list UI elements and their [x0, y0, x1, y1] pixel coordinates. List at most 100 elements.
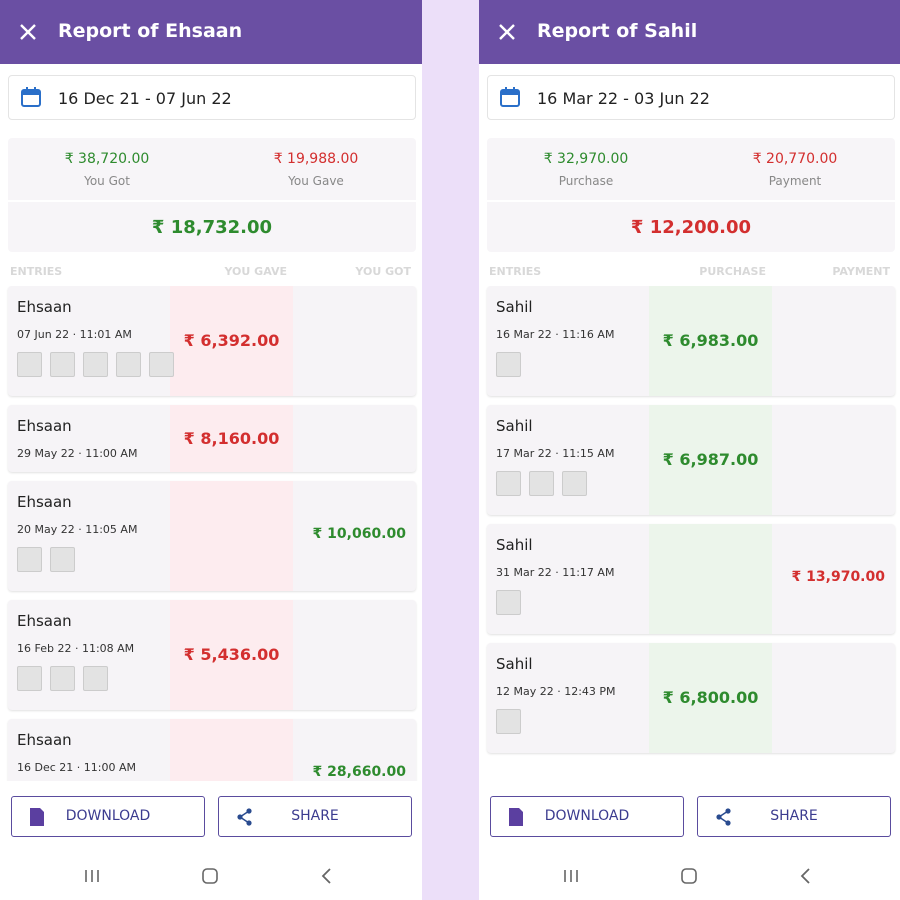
date-range-box[interactable]: 16 Mar 22 - 03 Jun 22 [487, 75, 895, 120]
attachment-thumbnail[interactable] [149, 352, 174, 377]
entry-datetime: 12 May 22 · 12:43 PM [496, 685, 616, 698]
column-header: YOU GOT [355, 265, 411, 278]
attachment-thumbnail[interactable] [50, 352, 75, 377]
attachment-thumbnail[interactable] [496, 709, 521, 734]
nav-bar [0, 850, 422, 900]
entry-card[interactable]: Sahil 17 Mar 22 · 11:15 AM ₹ 6,987.00 [487, 405, 895, 515]
button-download[interactable]: DOWNLOAD [11, 796, 205, 837]
attachment-thumbnail[interactable] [496, 352, 521, 377]
entry-card[interactable]: Ehsaan 29 May 22 · 11:00 AM ₹ 8,160.00 [8, 405, 416, 472]
attachment-thumbnail[interactable] [17, 352, 42, 377]
entry-card[interactable]: Sahil 16 Mar 22 · 11:16 AM ₹ 6,983.00 [487, 286, 895, 396]
date-range: 16 Mar 22 - 03 Jun 22 [537, 89, 710, 108]
calendar-icon [500, 87, 520, 107]
entry-amount: ₹ 8,160.00 [183, 428, 280, 448]
entry-name: Ehsaan [17, 493, 72, 511]
attachment-thumbnail[interactable] [50, 547, 75, 572]
header: Report of Sahil [479, 0, 900, 64]
entry-list: Ehsaan 07 Jun 22 · 11:01 AM ₹ 6,392.00 Ehsa… [0, 286, 422, 781]
entry-name: Sahil [496, 655, 533, 673]
nav-home[interactable] [201, 867, 219, 885]
right-label: Payment [768, 174, 822, 188]
column-shade [649, 524, 772, 634]
column-shade [649, 405, 772, 515]
entry-datetime: 16 Feb 22 · 11:08 AM [17, 642, 135, 655]
attachment-thumbnail[interactable] [496, 590, 521, 615]
nav-back[interactable] [320, 867, 334, 885]
attachment-thumbnail[interactable] [562, 471, 587, 496]
column-header: YOU GAVE [224, 265, 287, 278]
nav-back[interactable] [799, 867, 813, 885]
attachment-thumbnail[interactable] [496, 471, 521, 496]
title: Report of Sahil [537, 20, 698, 42]
nav-home[interactable] [680, 867, 698, 885]
entry-datetime: 17 Mar 22 · 11:15 AM [496, 447, 615, 460]
close-button[interactable] [18, 22, 38, 42]
attachment-thumbnail[interactable] [116, 352, 141, 377]
entry-card[interactable]: Ehsaan 16 Feb 22 · 11:08 AM ₹ 5,436.00 [8, 600, 416, 710]
right-amount: ₹ 19,988.00 [273, 151, 359, 167]
entry-amount: ₹ 6,983.00 [662, 331, 759, 350]
attachment-thumbnail[interactable] [17, 547, 42, 572]
entry-name: Sahil [496, 417, 533, 435]
attachment-thumbnail[interactable] [83, 666, 108, 691]
date-range-box[interactable]: 16 Dec 21 - 07 Jun 22 [8, 75, 416, 120]
button-icon [237, 808, 253, 826]
entry-datetime: 20 May 22 · 11:05 AM [17, 523, 138, 536]
right-label: You Gave [288, 174, 344, 188]
entry-name: Ehsaan [17, 612, 72, 630]
net-balance: ₹ 12,200.00 [630, 217, 752, 238]
entry-card[interactable]: Sahil 12 May 22 · 12:43 PM ₹ 6,800.00 [487, 643, 895, 753]
attachment-thumbnail[interactable] [17, 666, 42, 691]
button-download[interactable]: DOWNLOAD [490, 796, 684, 837]
column-shade [170, 286, 293, 396]
entry-name: Sahil [496, 536, 533, 554]
button-icon [509, 808, 525, 826]
entry-amount: ₹ 6,800.00 [662, 688, 759, 707]
entry-datetime: 07 Jun 22 · 11:01 AM [17, 328, 132, 341]
attachment-thumbnail[interactable] [83, 352, 108, 377]
button-share[interactable]: SHARE [218, 796, 412, 837]
column-shade [170, 405, 293, 472]
column-header: ENTRIES [489, 265, 542, 278]
entry-card[interactable]: Ehsaan 16 Dec 21 · 11:00 AM ₹ 28,660.00 [8, 719, 416, 781]
entry-card[interactable]: Sahil 31 Mar 22 · 11:17 AM ₹ 13,970.00 [487, 524, 895, 634]
entry-name: Ehsaan [17, 417, 72, 435]
calendar-icon [21, 87, 41, 107]
divider [8, 200, 416, 202]
button-label: SHARE [770, 808, 818, 824]
entry-amount: ₹ 5,436.00 [183, 645, 280, 664]
column-shade [649, 286, 772, 396]
column-shade [170, 600, 293, 710]
left-amount: ₹ 32,970.00 [543, 151, 629, 167]
entry-name: Ehsaan [17, 731, 72, 749]
column-header: ENTRIES [10, 265, 63, 278]
entry-card[interactable]: Ehsaan 20 May 22 · 11:05 AM ₹ 10,060.00 [8, 481, 416, 591]
left-label: Purchase [558, 174, 614, 188]
nav-recents[interactable] [83, 868, 101, 884]
button-label: DOWNLOAD [544, 808, 630, 824]
entry-name: Sahil [496, 298, 533, 316]
attachment-thumbnail[interactable] [50, 666, 75, 691]
summary-box: ₹ 32,970.00 Purchase ₹ 20,770.00 Payment ₹ 1… [487, 138, 895, 252]
close-button[interactable] [497, 22, 517, 42]
column-shade [170, 719, 293, 781]
button-share[interactable]: SHARE [697, 796, 891, 837]
button-icon [716, 808, 732, 826]
phone-screen: Report of Ehsaan 16 Dec 21 - 07 Jun 22 ₹ 3… [0, 0, 422, 900]
summary-box: ₹ 38,720.00 You Got ₹ 19,988.00 You Gave ₹ 1… [8, 138, 416, 252]
left-amount: ₹ 38,720.00 [64, 151, 150, 167]
attachment-thumbnail[interactable] [529, 471, 554, 496]
entry-card[interactable]: Ehsaan 07 Jun 22 · 11:01 AM ₹ 6,392.00 [8, 286, 416, 396]
column-header: PURCHASE [699, 265, 766, 278]
nav-recents[interactable] [562, 868, 580, 884]
button-label: SHARE [291, 808, 339, 824]
entry-amount: ₹ 13,970.00 [791, 569, 885, 585]
divider [487, 200, 895, 202]
nav-bar [479, 850, 900, 900]
entry-datetime: 16 Dec 21 · 11:00 AM [17, 761, 136, 774]
entry-amount: ₹ 28,660.00 [312, 764, 406, 780]
entry-amount: ₹ 6,987.00 [662, 450, 759, 469]
column-shade [649, 643, 772, 753]
